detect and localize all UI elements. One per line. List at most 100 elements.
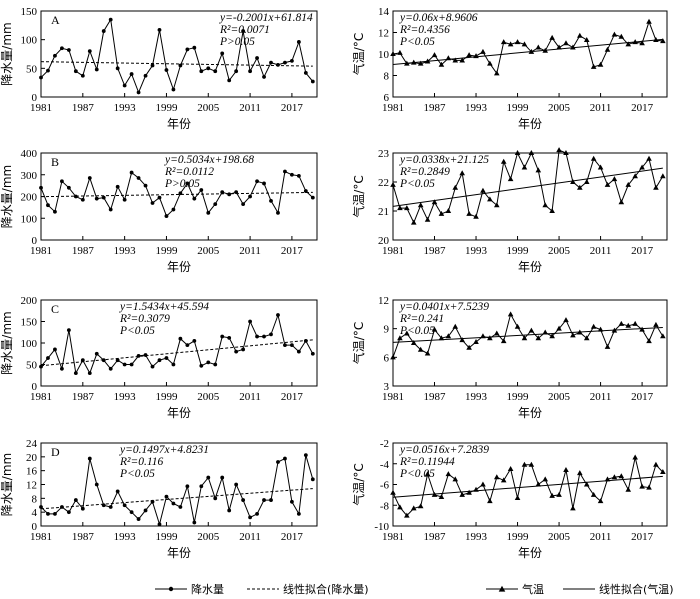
x-tick-label: 2005 [548,245,571,257]
x-tick-label: 1987 [72,245,95,257]
data-point [590,63,597,69]
x-tick-label: 1987 [72,102,95,114]
x-tick-label: 1999 [507,102,530,114]
legend-precip-fit-label: 线性拟合(降水量) [283,582,369,596]
data-point [296,511,301,516]
data-point [577,329,583,335]
y-tick-label: 8 [384,71,390,83]
data-point [262,181,266,186]
data-point [248,194,252,199]
data-point [53,347,57,352]
panel-letter: B [51,155,59,169]
data-point [445,471,452,477]
data-point [199,363,204,368]
y-tick-label: 100 [21,35,38,47]
data-point [632,320,638,326]
data-point [452,476,459,482]
x-tick-label: 1981 [382,245,404,257]
data-point [390,354,396,360]
data-point [590,491,597,497]
y-tick-label: 150 [21,6,38,18]
data-point [618,199,625,205]
data-point [255,511,259,516]
x-tick-label: 1993 [114,531,137,543]
data-point [39,75,43,80]
data-point [653,321,659,327]
r-squared-value: R²=0.11944 [399,456,455,468]
data-point [570,44,576,50]
legend-temp-fit-label: 线性拟合(气温) [599,582,674,596]
data-point [473,486,479,492]
y-tick-label: 300 [21,170,38,182]
data-point [438,210,445,216]
data-point [115,184,120,189]
data-point [157,28,162,32]
data-point [417,202,424,208]
series-line [392,457,664,517]
data-point [206,210,211,215]
r-squared-value: R²=0.116 [119,456,164,468]
x-tick-label: 2011 [590,531,612,543]
p-value: P<0.05 [119,325,155,337]
data-point [445,208,452,213]
y-tick-label: 10 [378,49,390,61]
data-point [397,504,403,510]
data-point [459,57,465,63]
y-tick-label: 100 [21,213,38,225]
data-point [438,61,445,67]
r-squared-value: R²=0.241 [399,313,444,325]
y-tick-label: 14 [378,6,390,18]
data-point [570,332,576,338]
x-tick-label: 1993 [114,391,137,403]
data-point [473,213,479,219]
data-point [80,506,85,511]
data-point [473,53,479,59]
data-point [480,481,486,487]
data-point [390,51,396,56]
data-point [227,192,232,197]
data-point [150,364,155,369]
data-point [46,203,50,208]
y-tick-label: 6 [384,352,390,364]
data-point [514,150,521,155]
data-point [632,39,638,45]
data-point [535,44,542,50]
data-point [157,358,162,363]
data-point [500,338,507,344]
y-tick-label: 100 [21,338,38,350]
data-point [556,325,562,331]
data-point [646,18,652,24]
x-tick-label: 1981 [382,391,404,403]
data-point [129,362,134,367]
data-point [404,512,410,518]
x-tick-label: 1987 [424,391,447,403]
data-point [487,196,493,202]
data-point [404,205,410,211]
data-point [597,61,604,67]
x-tick-label: 2005 [548,102,571,114]
data-point [424,471,431,477]
data-point [549,208,555,213]
x-tick-label: 1993 [465,102,488,114]
data-point [199,484,204,489]
data-point [487,60,493,66]
data-point [122,197,127,202]
y-tick-label: -2 [380,438,389,450]
y-tick-label: 20 [378,235,390,247]
data-point [46,356,50,360]
y-tick-label: 16 [26,466,38,478]
y-tick-label: 0 [32,235,38,247]
x-tick-label: 1993 [465,391,488,403]
data-point [466,489,472,495]
data-point [417,60,424,66]
chart-marks: 3 6 9 12 1981 1987 1993 1999 2005 2011 2017 [378,295,666,403]
y-tick-label: 12 [378,295,389,307]
data-point [213,69,218,74]
x-axis-label: 年份 [518,546,542,560]
data-point [452,57,459,63]
x-tick-label: 2017 [631,102,654,114]
data-point [192,338,197,343]
y-tick-label: 20 [26,452,38,464]
data-point [178,505,183,509]
